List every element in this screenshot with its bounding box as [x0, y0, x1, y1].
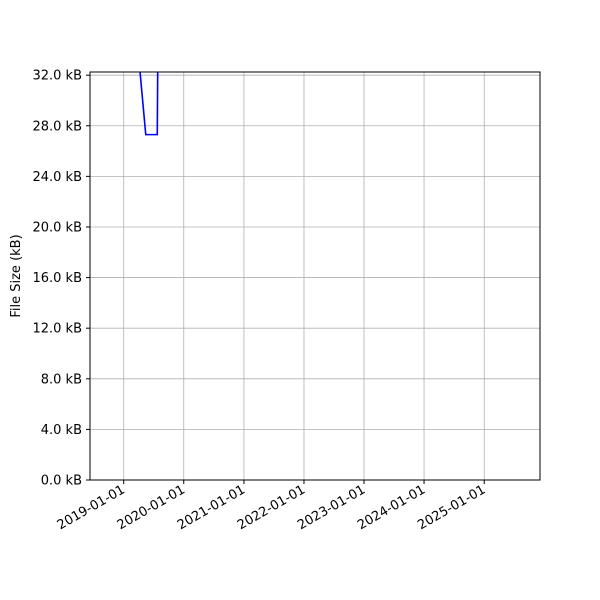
y-tick-label: 24.0 kB — [32, 170, 82, 185]
y-tick-label: 16.0 kB — [32, 271, 82, 286]
series-group — [139, 72, 159, 136]
y-tick-label: 32.0 kB — [32, 69, 82, 84]
y-axis-label: File Size (kB) — [9, 234, 24, 317]
x-tick-label: 2021-01-01 — [175, 482, 248, 533]
y-tick-label: 20.0 kB — [32, 220, 82, 235]
x-tick-label: 2019-01-01 — [55, 482, 128, 533]
series-line — [139, 72, 159, 136]
grid — [90, 72, 540, 481]
y-tick-label: 4.0 kB — [41, 423, 82, 438]
x-tick-label: 2022-01-01 — [235, 482, 308, 533]
y-tick-label: 12.0 kB — [32, 322, 82, 337]
y-axis: 0.0 kB 4.0 kB 8.0 kB 12.0 kB 16.0 kB 20.0 kB 2… — [32, 69, 90, 489]
x-tick-label: 2024-01-01 — [355, 482, 428, 533]
x-tick-label: 2023-01-01 — [295, 482, 368, 533]
x-axis: 2019-01-012020-01-012021-01-012022-01-01… — [55, 480, 488, 533]
y-tick-label: 28.0 kB — [32, 119, 82, 134]
axes-frame — [89, 71, 541, 481]
x-tick-label: 2020-01-01 — [115, 482, 188, 533]
y-tick-label: 8.0 kB — [41, 372, 82, 387]
x-tick-label: 2025-01-01 — [415, 482, 488, 533]
y-tick-label: 0.0 kB — [41, 474, 82, 489]
